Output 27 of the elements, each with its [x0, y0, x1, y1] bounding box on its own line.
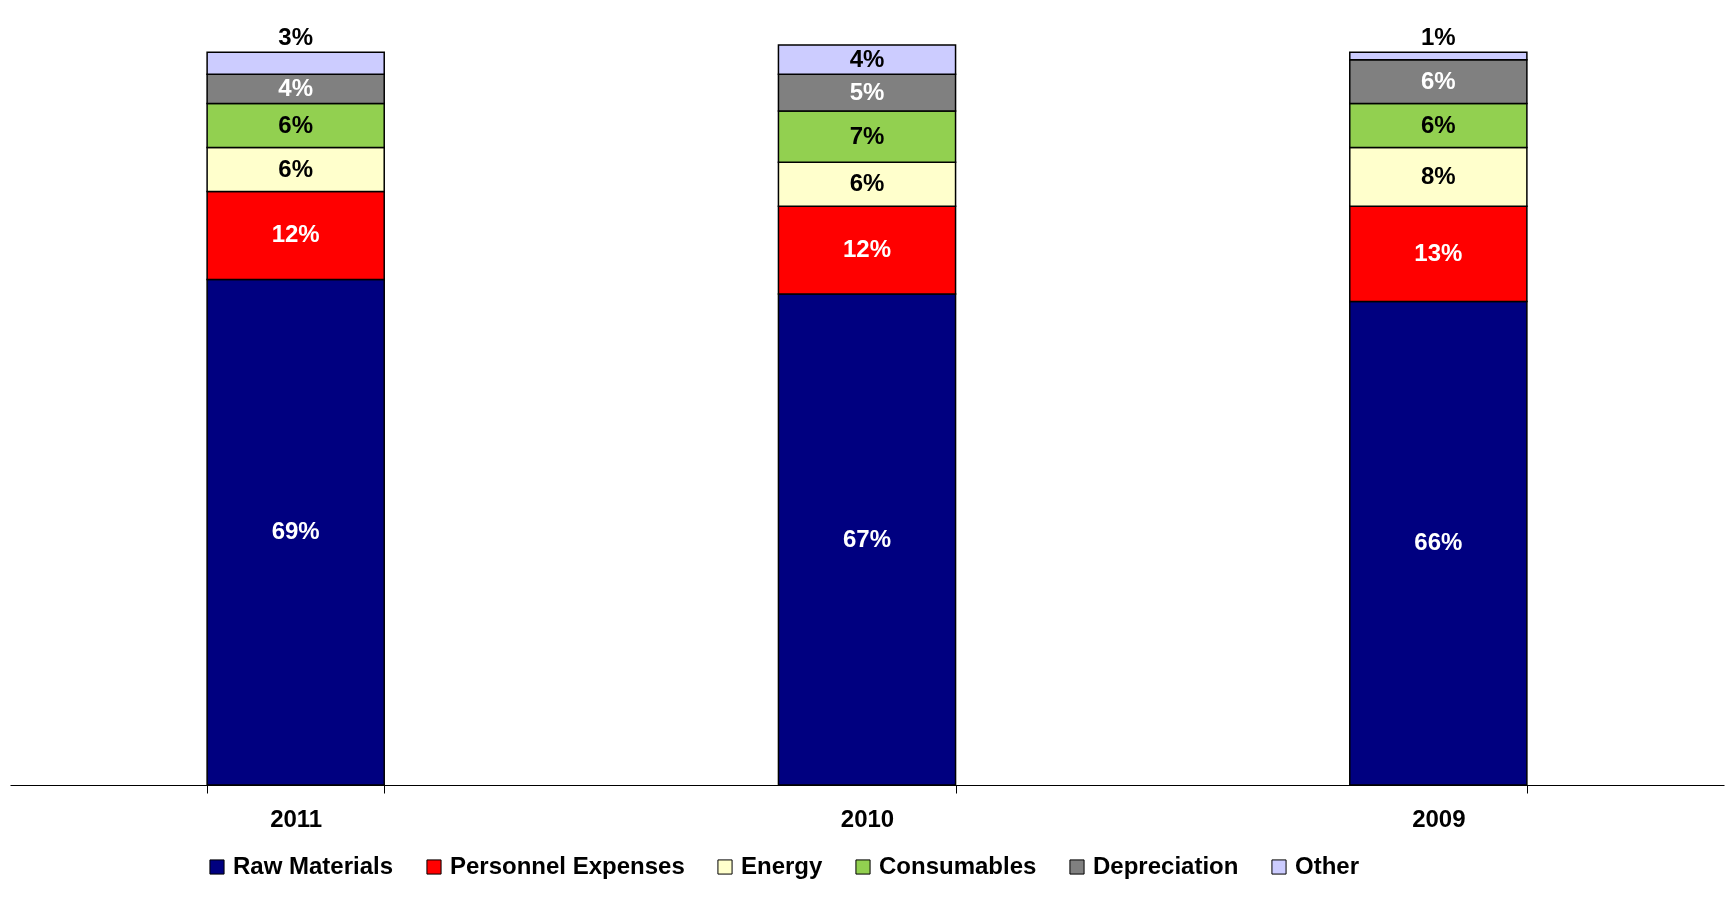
x-tick-label: 2010: [840, 804, 895, 832]
data-label: 6%: [1420, 110, 1456, 138]
data-label: 5%: [849, 77, 885, 105]
data-label: 8%: [1420, 161, 1456, 189]
data-label: 4%: [849, 44, 885, 72]
data-label: 4%: [278, 73, 314, 101]
data-label: 3%: [278, 23, 314, 51]
x-tick-label: 2009: [1412, 804, 1466, 832]
x-tick-label: 2011: [270, 804, 323, 832]
data-label: 6%: [278, 154, 314, 182]
legend-label: Personnel Expenses: [450, 852, 685, 879]
data-label: 6%: [849, 169, 885, 197]
data-label: 66%: [1414, 528, 1463, 556]
data-label: 69%: [271, 517, 320, 545]
data-label: 67%: [842, 524, 892, 552]
data-label: 13%: [1414, 238, 1463, 266]
data-label: 12%: [271, 220, 320, 248]
legend-label: Raw Materials: [233, 852, 394, 879]
legend-label: Depreciation: [1093, 852, 1239, 879]
data-label: 6%: [278, 110, 314, 138]
legend-label: Consumables: [879, 852, 1037, 879]
data-label: 12%: [842, 235, 892, 263]
legend-label: Energy: [741, 852, 824, 879]
data-label: 7%: [849, 121, 885, 149]
data-label: 1%: [1420, 23, 1456, 51]
data-label: 6%: [1420, 66, 1456, 94]
legend-label: Other: [1295, 852, 1360, 879]
